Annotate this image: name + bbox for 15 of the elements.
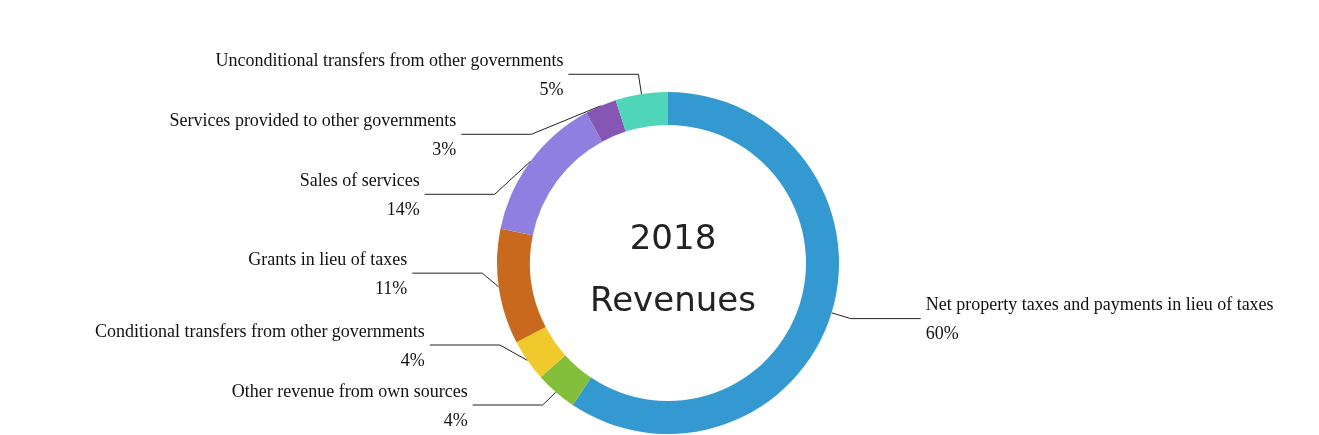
data-label: 14% [386, 198, 420, 219]
data-label: 3% [432, 138, 457, 159]
slice-label: Services provided to other governments [169, 109, 457, 130]
data-label: 4% [443, 409, 468, 430]
slice-label: Grants in lieu of taxes [248, 248, 408, 269]
data-label: 4% [400, 349, 425, 370]
slice-label: Other revenue from own sources [231, 380, 468, 401]
slice-label: Sales of services [299, 169, 420, 190]
text: 2018 Revenues [590, 217, 756, 319]
data-label: 60% [925, 323, 959, 344]
data-label: 11% [374, 277, 408, 298]
slice-label: Net property taxes and payments in lieu of taxes [925, 294, 1274, 315]
slice-label: Unconditional transfers from other governments [215, 49, 564, 70]
slice-label: Conditional transfers from other governments [94, 320, 425, 341]
data-label: 5% [539, 78, 564, 99]
